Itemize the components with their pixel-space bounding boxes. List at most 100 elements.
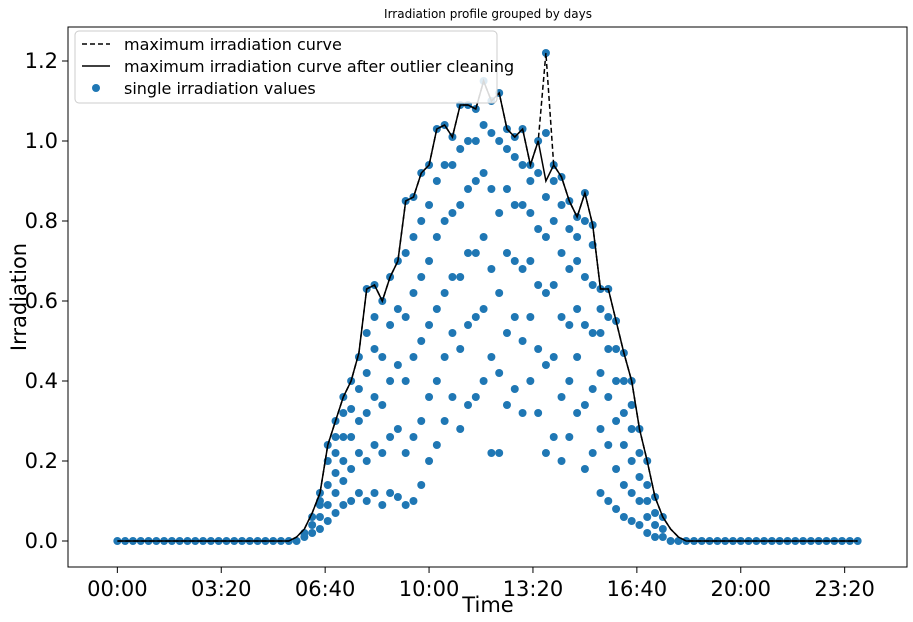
- data-point: [456, 145, 465, 153]
- data-point: [393, 425, 402, 433]
- data-point: [448, 161, 457, 169]
- data-point: [643, 481, 652, 489]
- data-point: [541, 289, 550, 297]
- data-point: [315, 513, 324, 521]
- data-point: [456, 345, 465, 353]
- data-point: [386, 433, 395, 441]
- data-point: [393, 361, 402, 369]
- data-point: [362, 457, 371, 465]
- data-point: [588, 449, 597, 457]
- data-point: [432, 305, 441, 313]
- data-point: [378, 353, 387, 361]
- data-point: [308, 521, 317, 529]
- data-point: [401, 377, 410, 385]
- data-point: [604, 313, 613, 321]
- data-point: [315, 525, 324, 533]
- data-point: [471, 393, 480, 401]
- chart-title: Irradiation profile grouped by days: [384, 7, 592, 21]
- data-point: [526, 313, 535, 321]
- data-point: [471, 249, 480, 257]
- data-point: [417, 417, 426, 425]
- y-tick-label: 1.0: [25, 129, 58, 153]
- data-point: [323, 501, 332, 509]
- data-point: [331, 449, 340, 457]
- data-point: [596, 425, 605, 433]
- data-point: [464, 321, 473, 329]
- data-point: [565, 377, 574, 385]
- data-point: [588, 329, 597, 337]
- data-point: [354, 489, 363, 497]
- data-point: [510, 257, 519, 265]
- data-point: [347, 497, 356, 505]
- data-point: [331, 489, 340, 497]
- data-point: [596, 369, 605, 377]
- y-axis-label: Irradiation: [7, 243, 31, 351]
- data-point: [588, 385, 597, 393]
- data-point: [549, 177, 558, 185]
- data-point: [580, 465, 589, 473]
- data-point: [502, 185, 511, 193]
- data-point: [464, 401, 473, 409]
- data-point: [502, 249, 511, 257]
- data-point: [534, 169, 543, 177]
- data-point: [549, 281, 558, 289]
- data-point: [409, 289, 418, 297]
- data-point: [440, 217, 449, 225]
- data-point: [479, 169, 488, 177]
- data-point: [495, 289, 504, 297]
- legend-marker-swatch: [92, 84, 100, 92]
- data-point: [573, 353, 582, 361]
- data-point: [635, 473, 644, 481]
- data-point: [417, 481, 426, 489]
- data-point: [627, 425, 636, 433]
- data-point: [853, 537, 862, 545]
- data-point: [518, 201, 527, 209]
- data-point: [487, 265, 496, 273]
- data-point: [534, 409, 543, 417]
- data-point: [596, 305, 605, 313]
- data-point: [448, 209, 457, 217]
- data-point: [440, 289, 449, 297]
- data-point: [370, 489, 379, 497]
- data-point: [612, 377, 621, 385]
- data-point: [541, 449, 550, 457]
- data-point: [573, 257, 582, 265]
- data-point: [464, 249, 473, 257]
- data-point: [370, 441, 379, 449]
- data-point: [354, 417, 363, 425]
- data-point: [401, 501, 410, 509]
- max-curve-line: [117, 52, 858, 542]
- data-point: [448, 273, 457, 281]
- data-point: [479, 233, 488, 241]
- data-point: [456, 273, 465, 281]
- data-point: [456, 425, 465, 433]
- data-point: [479, 377, 488, 385]
- data-point: [432, 441, 441, 449]
- data-point: [573, 233, 582, 241]
- data-point: [596, 329, 605, 337]
- data-point: [651, 521, 660, 529]
- data-point: [526, 177, 535, 185]
- data-point: [401, 449, 410, 457]
- data-point: [502, 401, 511, 409]
- data-point: [440, 353, 449, 361]
- data-point: [308, 513, 317, 521]
- data-point: [612, 417, 621, 425]
- data-point: [456, 201, 465, 209]
- data-point: [510, 313, 519, 321]
- data-point: [347, 433, 356, 441]
- x-tick-label: 16:40: [607, 577, 668, 601]
- legend: maximum irradiation curve maximum irradi…: [74, 30, 514, 104]
- data-point: [479, 305, 488, 313]
- data-point: [448, 329, 457, 337]
- data-point: [573, 409, 582, 417]
- data-point: [502, 145, 511, 153]
- x-tick-label: 23:20: [814, 577, 875, 601]
- data-point: [510, 385, 519, 393]
- data-point: [339, 501, 348, 509]
- data-point: [604, 497, 613, 505]
- x-axis-label: Time: [461, 593, 513, 617]
- data-point: [401, 313, 410, 321]
- data-point: [580, 273, 589, 281]
